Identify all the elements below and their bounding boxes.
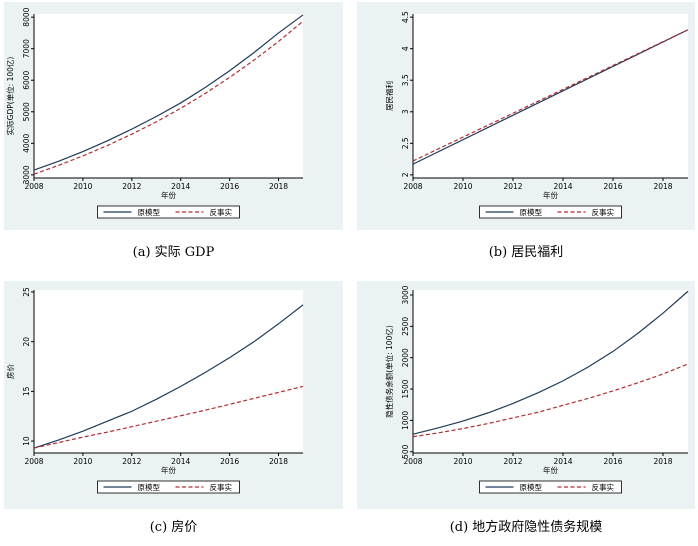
x-tick-label: 2016 <box>603 457 622 466</box>
y-tick-label: 2 <box>401 172 410 177</box>
y-tick-label: 10 <box>22 436 31 446</box>
y-tick-label: 2000 <box>401 348 410 367</box>
y-tick-label: 1000 <box>401 411 410 430</box>
x-tick-label: 2008 <box>403 457 422 466</box>
x-tick-label: 2016 <box>220 457 239 466</box>
y-tick-label: 15 <box>22 386 31 396</box>
x-tick-label: 2018 <box>269 457 288 466</box>
x-tick-label: 2014 <box>171 457 190 466</box>
x-tick-label: 2016 <box>220 182 239 191</box>
x-tick-label: 2010 <box>73 457 92 466</box>
legend-label-model: 原模型 <box>138 482 161 492</box>
chart-panel-2: 2008 2010 2012 2014 2016 2018 2 2.5 3 3.5 4 4.5 年份 居民… <box>357 2 695 230</box>
x-tick-label: 2010 <box>453 182 472 191</box>
x-tick-label: 2012 <box>122 182 141 191</box>
x-tick-label: 2014 <box>553 182 572 191</box>
plot-area <box>34 290 303 453</box>
y-tick-label: 20 <box>22 337 31 347</box>
legend-box <box>479 205 622 219</box>
series-line-counterfactual <box>33 385 304 449</box>
y-tick-label: 7000 <box>22 39 31 58</box>
x-tick-label: 2010 <box>453 457 472 466</box>
x-tick-label: 2012 <box>503 182 522 191</box>
y-tick-label: 4000 <box>22 134 31 153</box>
chart-panel-1: 2008 2010 2012 2014 2016 2018 3000 4000 5000 6000… <box>4 2 343 230</box>
y-tick-label: 3 <box>401 109 410 114</box>
y-tick-label: 2500 <box>401 317 410 336</box>
x-tick-label: 2016 <box>603 182 622 191</box>
chart-caption: (d) 地方政府隐性债务规模 <box>450 519 603 535</box>
legend: 原模型 反事实 <box>97 205 240 219</box>
x-tick-label: 2014 <box>171 182 190 191</box>
legend: 原模型 反事实 <box>479 205 622 219</box>
x-tick-label: 2012 <box>503 457 522 466</box>
y-axis-title: 实际GDP(单位: 100亿) <box>5 57 15 136</box>
plot-area <box>34 14 303 178</box>
legend-label-counterfactual: 反事实 <box>210 207 233 217</box>
legend: 原模型 反事实 <box>97 480 240 494</box>
y-tick-label: 500 <box>401 444 410 459</box>
legend-label-model: 原模型 <box>520 207 543 217</box>
x-tick-label: 2012 <box>122 457 141 466</box>
series-line-model <box>33 304 304 449</box>
series-line-model <box>33 14 304 171</box>
x-tick-label: 2008 <box>24 457 43 466</box>
x-axis-title: 年份 <box>161 190 176 200</box>
legend-label-counterfactual: 反事实 <box>592 482 615 492</box>
y-tick-label: 6000 <box>22 70 31 89</box>
y-tick-label: 8000 <box>22 7 31 26</box>
chart-caption: (b) 居民福利 <box>489 245 564 260</box>
x-tick-label: 2018 <box>653 457 672 466</box>
y-tick-label: 4.5 <box>401 11 410 23</box>
x-tick-label: 2008 <box>24 182 43 191</box>
plot-area <box>413 290 688 453</box>
x-tick-label: 2014 <box>553 457 572 466</box>
y-axis-title: 房价 <box>5 364 15 379</box>
y-tick-label: 3.5 <box>401 74 410 86</box>
x-tick-label: 2010 <box>73 182 92 191</box>
y-axis-title: 居民福利 <box>384 81 394 111</box>
series-line-counterfactual <box>412 363 689 438</box>
x-axis-title: 年份 <box>161 465 176 475</box>
x-axis-title: 年份 <box>543 465 558 475</box>
legend-label-model: 原模型 <box>138 207 161 217</box>
legend-label-model: 原模型 <box>520 482 543 492</box>
y-tick-label: 2.5 <box>401 137 410 149</box>
chart-panel-4: 2008 2010 2012 2014 2016 2018 500 1000 1500 2000 2… <box>357 281 695 509</box>
series-line-counterfactual <box>33 20 304 175</box>
y-tick-label: 25 <box>22 287 31 297</box>
legend-box <box>479 480 622 494</box>
chart-caption: (c) 房价 <box>150 519 198 535</box>
x-tick-label: 2008 <box>403 182 422 191</box>
legend-label-counterfactual: 反事实 <box>210 482 233 492</box>
y-tick-label: 1500 <box>401 379 410 398</box>
y-tick-label: 3000 <box>401 285 410 304</box>
series-line-model <box>412 290 689 435</box>
y-tick-label: 4 <box>401 46 410 51</box>
x-tick-label: 2018 <box>269 182 288 191</box>
legend-box <box>97 480 240 494</box>
chart-caption: (a) 实际 GDP <box>133 245 215 260</box>
x-axis-title: 年份 <box>543 190 558 200</box>
y-tick-label: 3000 <box>22 165 31 184</box>
legend-label-counterfactual: 反事实 <box>592 207 615 217</box>
series-line-counterfactual <box>412 29 689 162</box>
legend-box <box>97 205 240 219</box>
y-tick-label: 5000 <box>22 102 31 121</box>
y-axis-title: 隐性债务余额(单位: 100亿) <box>384 325 394 418</box>
x-tick-label: 2018 <box>653 182 672 191</box>
legend: 原模型 反事实 <box>479 480 622 494</box>
